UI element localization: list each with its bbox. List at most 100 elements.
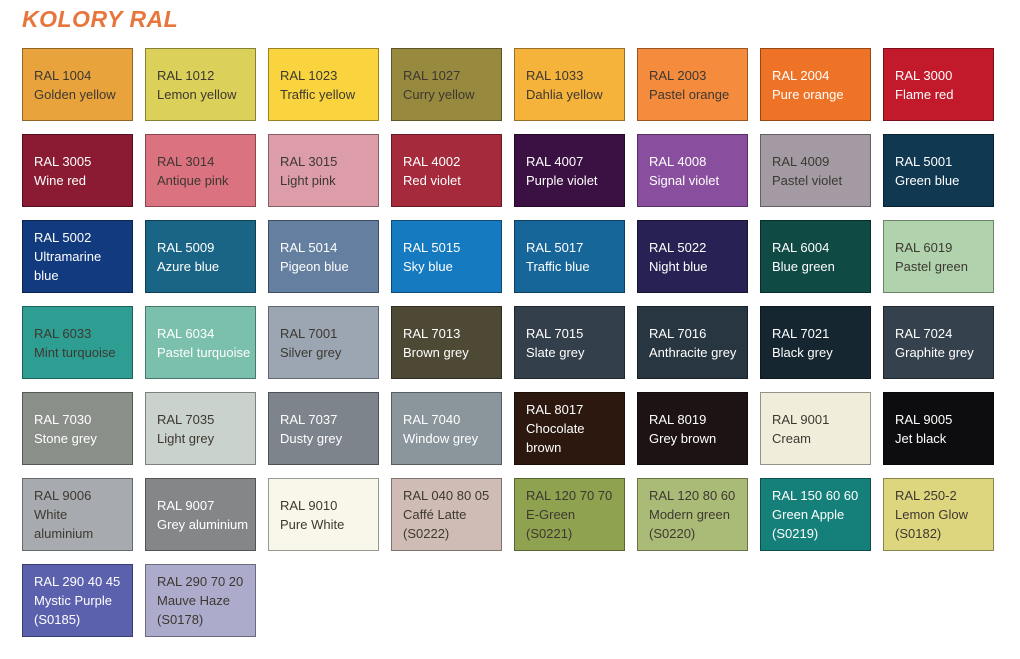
swatch-code: RAL 5009 [157,239,215,255]
color-swatch: RAL 120 80 60 Modern green (S0220) [637,478,748,551]
swatch-name: Green Apple [772,507,845,522]
color-swatch: RAL 5009 Azure blue [145,220,256,293]
swatch-name: Pastel violet [772,172,843,188]
swatch-name: Grey brown [649,430,717,446]
swatch-name: Flame red [895,86,954,102]
swatch-name: Azure blue [157,258,220,274]
page-title: KOLORY RAL [22,6,179,32]
swatch-name: Pastel green [895,258,968,274]
swatch-code: RAL 7037 [280,411,338,427]
swatch-code: RAL 1012 [157,67,215,83]
color-swatch: RAL 1027 Curry yellow [391,48,502,121]
swatch-name: Cream [772,430,812,446]
swatch-code: RAL 3014 [157,153,215,169]
swatch-name: Red violet [403,172,461,188]
color-swatch: RAL 3000 Flame red [883,48,994,121]
color-swatch: RAL 040 80 05 Caffé Latte (S0222) [391,478,502,551]
color-swatch: RAL 7015 Slate grey [514,306,625,379]
swatch-name: Chocolate brown [526,421,585,455]
swatch-code: RAL 6004 [772,239,830,255]
swatch-name: Caffé Latte [403,507,467,522]
swatch-name: Ultramarine blue [34,249,102,283]
swatch-name: Anthracite grey [649,344,737,360]
swatch-name: Sky blue [403,258,453,274]
swatch-code: RAL 3015 [280,153,338,169]
color-swatch: RAL 6019 Pastel green [883,220,994,293]
swatch-code: RAL 5017 [526,239,584,255]
swatch-code: RAL 5001 [895,153,953,169]
swatch-name: Stone grey [34,430,97,446]
color-swatch: RAL 1004 Golden yellow [22,48,133,121]
swatch-name: White aluminium [34,507,94,541]
swatch-name: Pastel turquoise [157,344,251,360]
swatch-name: Dahlia yellow [526,86,603,102]
swatch-name: Pure White [280,516,345,532]
swatch-name: Purple violet [526,172,598,188]
swatch-name: Silver grey [280,344,342,360]
swatch-name: Pastel orange [649,86,730,102]
color-swatch: RAL 7037 Dusty grey [268,392,379,465]
swatch-code: RAL 7030 [34,411,92,427]
color-swatch: RAL 7024 Graphite grey [883,306,994,379]
color-swatch: RAL 3005 Wine red [22,134,133,207]
swatch-code: RAL 4008 [649,153,707,169]
color-swatch: RAL 6033 Mint turquoise [22,306,133,379]
swatch-name: Pigeon blue [280,258,349,274]
color-swatch: RAL 5022 Night blue [637,220,748,293]
swatch-name: Mauve Haze [157,593,230,608]
swatch-code: RAL 8017 [526,402,584,417]
color-swatch: RAL 290 70 20 Mauve Haze (S0178) [145,564,256,637]
swatch-name: Golden yellow [34,86,116,102]
color-swatch: RAL 2003 Pastel orange [637,48,748,121]
color-swatch: RAL 290 40 45 Mystic Purple (S0185) [22,564,133,637]
swatch-name: Antique pink [157,172,229,188]
color-swatch: RAL 7040 Window grey [391,392,502,465]
swatch-code: RAL 8019 [649,411,707,427]
swatch-code: RAL 120 80 60 [649,488,736,503]
swatch-code: RAL 040 80 05 [403,488,490,503]
color-swatch: RAL 9006 White aluminium [22,478,133,551]
swatch-code: RAL 3000 [895,67,953,83]
color-swatch: RAL 9001 Cream [760,392,871,465]
color-swatch: RAL 7013 Brown grey [391,306,502,379]
swatch-code: RAL 1033 [526,67,584,83]
color-swatch: RAL 5014 Pigeon blue [268,220,379,293]
swatch-code: RAL 1027 [403,67,461,83]
swatch-name: Night blue [649,258,708,274]
swatch-name: Signal violet [649,172,720,188]
swatch-code: RAL 250-2 [895,488,957,503]
swatch-name: Black grey [772,344,833,360]
swatch-name: Traffic yellow [280,86,356,102]
swatch-name: Blue green [772,258,835,274]
color-swatch: RAL 1033 Dahlia yellow [514,48,625,121]
swatch-subcode: (S0220) [649,526,696,541]
color-swatch: RAL 9005 Jet black [883,392,994,465]
color-swatch: RAL 250-2 Lemon Glow (S0182) [883,478,994,551]
color-swatch: RAL 150 60 60 Green Apple (S0219) [760,478,871,551]
swatch-code: RAL 9006 [34,488,92,503]
swatch-code: RAL 120 70 70 [526,488,613,503]
swatch-subcode: (S0182) [895,526,942,541]
swatch-code: RAL 7040 [403,411,461,427]
swatch-code: RAL 7021 [772,325,830,341]
swatch-code: RAL 5022 [649,239,707,255]
color-swatch: RAL 8017 Chocolate brown [514,392,625,465]
swatch-subcode: (S0178) [157,612,204,627]
swatch-subcode: (S0221) [526,526,573,541]
swatch-code: RAL 290 70 20 [157,574,244,589]
color-swatch: RAL 9010 Pure White [268,478,379,551]
swatch-name: Brown grey [403,344,469,360]
swatch-name: Mystic Purple [34,593,113,608]
swatch-name: Wine red [34,172,87,188]
color-swatch: RAL 6034 Pastel turquoise [145,306,256,379]
swatch-name: Light grey [157,430,215,446]
swatch-code: RAL 6034 [157,325,215,341]
swatch-code: RAL 4009 [772,153,830,169]
color-swatch: RAL 4008 Signal violet [637,134,748,207]
swatch-code: RAL 4002 [403,153,461,169]
color-swatch: RAL 7001 Silver grey [268,306,379,379]
swatch-name: Mint turquoise [34,344,116,360]
color-swatch: RAL 2004 Pure orange [760,48,871,121]
swatch-code: RAL 290 40 45 [34,574,121,589]
